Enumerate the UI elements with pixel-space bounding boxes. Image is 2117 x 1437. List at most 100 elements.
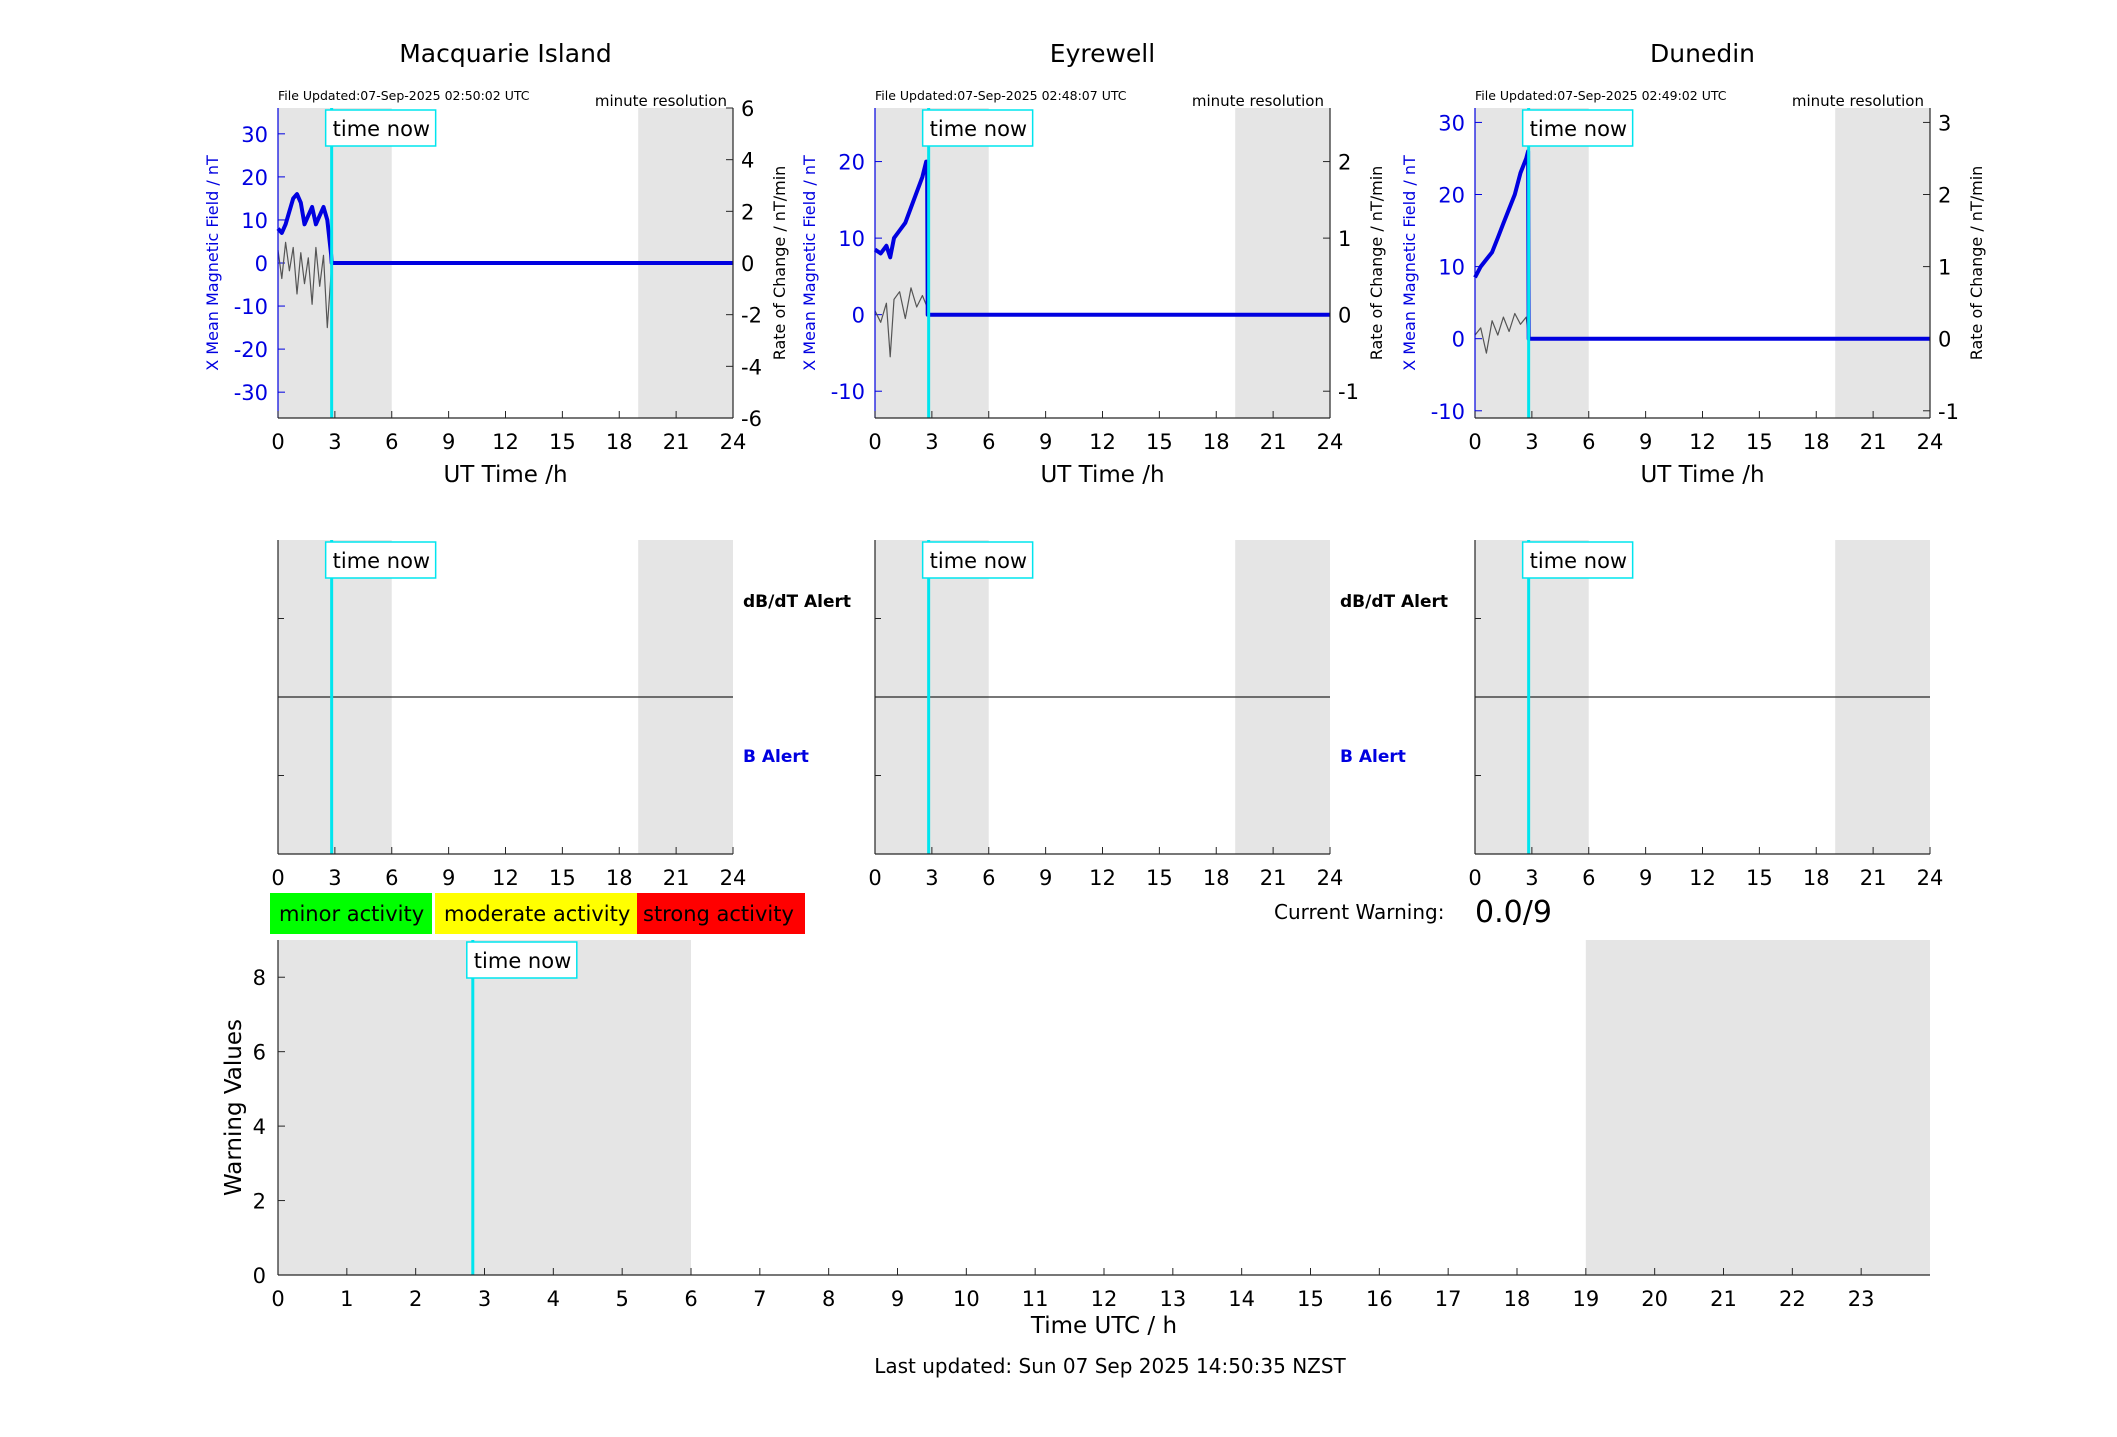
x-tick-label: 12 (1089, 866, 1116, 890)
panel-title: Macquarie Island (399, 39, 612, 68)
x-axis-label: UT Time /h (443, 462, 567, 488)
y-right-tick-label: 0 (1938, 328, 1951, 352)
x-tick-label: 6 (1582, 430, 1595, 454)
x-tick-label: 20 (1641, 1287, 1668, 1311)
y-left-tick-label: 20 (1438, 184, 1465, 208)
time-now-label: time now (1530, 117, 1627, 141)
x-tick-label: 18 (1203, 866, 1230, 890)
x-axis-label: Time UTC / h (1030, 1313, 1177, 1339)
time-now-box (1521, 541, 1634, 579)
y-right-tick-label: 6 (741, 97, 754, 121)
b-alert-label: B Alert (1340, 747, 1406, 767)
x-tick-label: 18 (1504, 1287, 1531, 1311)
x-tick-label: 0 (1468, 430, 1481, 454)
y-left-tick-label: 0 (255, 252, 268, 276)
station-panel-eyrewell: Eyrewell File Updated:07-Sep-2025 02:48:0… (800, 39, 1386, 488)
x-tick-label: 15 (549, 430, 576, 454)
file-updated-text: File Updated:07-Sep-2025 02:49:02 UTC (1475, 88, 1727, 103)
x-tick-label: 10 (953, 1287, 980, 1311)
x-tick-label: 15 (1746, 430, 1773, 454)
time-now-label: time now (1530, 549, 1627, 573)
strong-activity-label: strong activity (643, 902, 794, 926)
time-now-box (324, 109, 437, 147)
x-tick-label: 9 (1039, 430, 1052, 454)
rate-of-change-line (1474, 312, 1930, 354)
y-right-tick-label: -1 (1938, 400, 1959, 424)
x-tick-label: 18 (1203, 430, 1230, 454)
time-now-box (921, 541, 1034, 579)
x-tick-label: 24 (720, 430, 747, 454)
x-axis-label: UT Time /h (1040, 462, 1164, 488)
y-left-tick-label: 10 (241, 209, 268, 233)
minor-activity-label: minor activity (279, 902, 424, 926)
x-tick-label: 6 (684, 1287, 697, 1311)
y-right-tick-label: 0 (1338, 304, 1351, 328)
night-shading-0 (875, 108, 989, 418)
y-tick-label: 6 (253, 1041, 266, 1065)
x-axis-label: UT Time /h (1640, 462, 1764, 488)
y-left-tick-label: -30 (234, 381, 268, 405)
resolution-text: minute resolution (1192, 92, 1324, 110)
panel-title: Dunedin (1650, 39, 1755, 68)
resolution-text: minute resolution (595, 92, 727, 110)
x-tick-label: 6 (385, 866, 398, 890)
x-tick-label: 24 (720, 866, 747, 890)
y-right-tick-label: -2 (741, 304, 762, 328)
x-tick-label: 12 (1091, 1287, 1118, 1311)
x-tick-label: 4 (547, 1287, 560, 1311)
y-left-tick-label: 10 (1438, 256, 1465, 280)
rate-of-change-line (277, 241, 733, 329)
alert-panel-1: time now 0 3 6 9 12 15 18 21 24 dB/dT Alert B Alert (271, 540, 851, 890)
x-tick-label: 21 (1260, 430, 1287, 454)
y-left-tick-label: 30 (1438, 111, 1465, 135)
panel-title: Eyrewell (1050, 39, 1155, 68)
y-right-tick-label: 2 (741, 200, 754, 224)
x-tick-label: 18 (606, 430, 633, 454)
x-tick-label: 15 (1146, 866, 1173, 890)
y-left-tick-label: 20 (241, 166, 268, 190)
y-right-tick-label: 4 (741, 149, 754, 173)
x-tick-label: 24 (1317, 430, 1344, 454)
x-tick-label: 12 (1689, 866, 1716, 890)
x-tick-label: 21 (1860, 430, 1887, 454)
x-tick-label: 1 (340, 1287, 353, 1311)
night-shading-0 (1475, 108, 1589, 418)
y-right-axis-label: Rate of Change / nT/min (770, 166, 789, 361)
dbdt-alert-label: dB/dT Alert (743, 592, 851, 612)
y-tick-label: 0 (253, 1264, 266, 1288)
resolution-text: minute resolution (1792, 92, 1924, 110)
y-left-axis-label: X Mean Magnetic Field / nT (800, 155, 819, 371)
y-left-axis-label: X Mean Magnetic Field / nT (203, 155, 222, 371)
time-now-box (466, 941, 578, 979)
current-warning-label: Current Warning: (1274, 900, 1444, 924)
x-tick-label: 18 (1803, 430, 1830, 454)
y-left-tick-label: 0 (852, 304, 865, 328)
x-tick-label: 9 (442, 866, 455, 890)
y-left-tick-label: -10 (1431, 400, 1465, 424)
x-tick-label: 9 (1639, 430, 1652, 454)
x-tick-label: 13 (1159, 1287, 1186, 1311)
x-tick-label: 6 (982, 430, 995, 454)
x-tick-label: 15 (1297, 1287, 1324, 1311)
y-right-tick-label: 3 (1938, 111, 1951, 135)
y-left-tick-label: 10 (838, 227, 865, 251)
b-alert-label: B Alert (743, 747, 809, 767)
x-tick-label: 3 (925, 866, 938, 890)
x-tick-label: 24 (1917, 430, 1944, 454)
x-tick-label: 21 (663, 430, 690, 454)
y-right-tick-label: 1 (1338, 227, 1351, 251)
time-now-label: time now (333, 117, 430, 141)
y-axis-label: Warning Values (221, 1019, 247, 1196)
x-tick-label: 15 (549, 866, 576, 890)
night-shading-1 (1835, 108, 1930, 418)
x-tick-label: 12 (492, 430, 519, 454)
station-panel-dunedin: Dunedin File Updated:07-Sep-2025 02:49:02… (1400, 39, 1986, 488)
x-tick-label: 6 (982, 866, 995, 890)
y-right-axis-label: Rate of Change / nT/min (1367, 166, 1386, 361)
alert-panel-2: time now 0 3 6 9 12 15 18 21 24 dB/dT Alert B Alert (868, 540, 1448, 890)
y-tick-label: 8 (253, 966, 266, 990)
alert-panel-3: time now 0 3 6 9 12 15 18 21 24 (1468, 540, 1943, 890)
activity-legend: minor activity moderate activity strong … (270, 893, 805, 934)
